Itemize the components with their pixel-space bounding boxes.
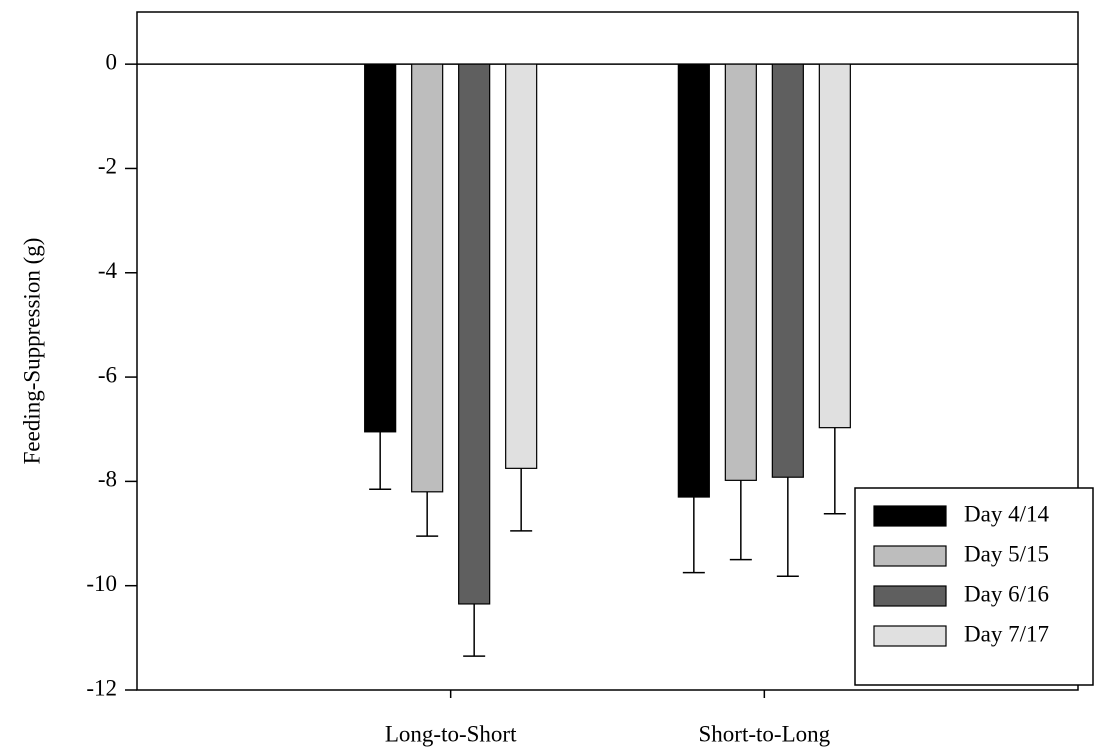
bar [458, 63, 491, 605]
y-tick-label: -6 [98, 362, 117, 387]
y-tick-label: -8 [98, 467, 117, 492]
y-tick-label: -12 [86, 675, 117, 700]
bar [364, 63, 397, 433]
legend-swatch [873, 505, 947, 527]
legend-label: Day 6/16 [964, 581, 1049, 606]
x-tick-label: Short-to-Long [699, 721, 831, 746]
legend-label: Day 7/17 [964, 621, 1049, 646]
bar [771, 63, 804, 478]
y-axis-label: Feeding-Suppression (g) [19, 238, 44, 465]
bar [677, 63, 710, 498]
legend-label: Day 4/14 [964, 501, 1049, 526]
y-tick-label: -10 [86, 571, 117, 596]
legend-swatch [873, 625, 947, 647]
bar [818, 63, 851, 429]
bar [411, 63, 444, 493]
y-tick-label: -4 [98, 258, 118, 283]
legend-label: Day 5/15 [964, 541, 1049, 566]
legend-swatch [873, 585, 947, 607]
y-tick-label: 0 [106, 49, 118, 74]
x-tick-label: Long-to-Short [385, 721, 517, 746]
plot-frame [136, 11, 1079, 691]
legend-swatch [873, 545, 947, 567]
bar [724, 63, 757, 481]
y-tick-label: -2 [98, 154, 117, 179]
bar [505, 63, 538, 469]
